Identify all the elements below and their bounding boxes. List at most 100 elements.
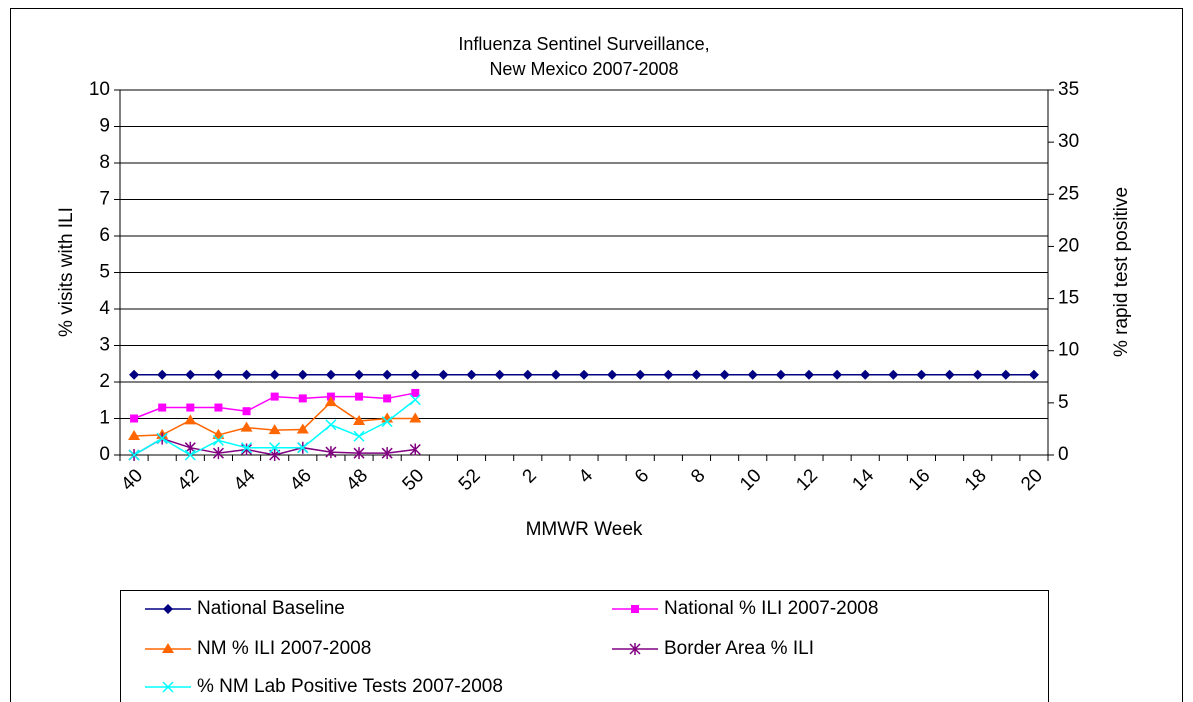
data-point [156, 432, 168, 444]
chart-border [10, 8, 1183, 702]
data-point [381, 416, 393, 428]
data-point [410, 369, 421, 380]
data-point [411, 388, 420, 397]
legend-marker [631, 605, 639, 613]
legend-label: Border Area % ILI [664, 638, 814, 659]
data-point [607, 369, 618, 380]
legend-marker [629, 643, 641, 655]
y2-tick-label: 5 [1058, 392, 1069, 413]
data-point [635, 369, 646, 380]
data-point [888, 369, 899, 380]
data-point [803, 369, 814, 380]
data-point [298, 394, 307, 403]
y2-tick-label: 35 [1058, 79, 1079, 100]
data-point [353, 447, 365, 460]
chart-title: Influenza Sentinel Surveillance, [458, 34, 709, 54]
data-point [355, 392, 364, 401]
data-point [128, 430, 141, 441]
data-point [550, 369, 561, 380]
data-point [296, 423, 309, 434]
data-point [157, 369, 168, 380]
data-point [1028, 369, 1039, 380]
legend-item: National % ILI 2007-2008 [612, 598, 878, 619]
y2-tick-label: 30 [1058, 131, 1079, 152]
y2-tick-label: 0 [1058, 444, 1069, 465]
legend-item: NM % ILI 2007-2008 [145, 638, 371, 659]
data-point [466, 369, 477, 380]
data-point [747, 369, 758, 380]
data-point [269, 442, 281, 454]
y-tick-label: 4 [99, 298, 110, 319]
data-point [353, 415, 366, 426]
y-tick-label: 3 [99, 335, 110, 356]
data-point [241, 442, 253, 454]
data-point [972, 369, 983, 380]
legend-label: National Baseline [197, 598, 345, 619]
data-point [353, 430, 365, 442]
data-point [241, 369, 252, 380]
data-point [1000, 369, 1011, 380]
data-point [832, 369, 843, 380]
data-point [324, 396, 337, 407]
data-point [775, 369, 786, 380]
data-point [185, 369, 196, 380]
data-point [128, 449, 140, 461]
data-point [944, 369, 955, 380]
data-point [269, 369, 280, 380]
y2-tick-label: 10 [1058, 340, 1079, 361]
data-point [184, 449, 196, 461]
data-point [663, 369, 674, 380]
legend-label: % NM Lab Positive Tests 2007-2008 [197, 676, 503, 697]
data-point [494, 369, 505, 380]
data-point [214, 403, 223, 412]
y-axis-title: % visits with ILI [56, 207, 77, 337]
y-tick-label: 0 [99, 444, 110, 465]
data-point [381, 447, 393, 460]
y2-tick-label: 25 [1058, 183, 1079, 204]
legend-label: National % ILI 2007-2008 [664, 598, 878, 619]
data-point [325, 369, 336, 380]
data-point [860, 369, 871, 380]
data-point [297, 442, 309, 454]
data-point [719, 369, 730, 380]
legend-item: National Baseline [145, 598, 345, 619]
chart-title: New Mexico 2007-2008 [489, 59, 678, 79]
data-point [213, 369, 224, 380]
data-point [130, 414, 139, 423]
data-point [438, 369, 449, 380]
plot-area [119, 89, 1049, 456]
data-point [522, 369, 533, 380]
data-point [297, 369, 308, 380]
data-point [212, 447, 224, 460]
data-point [129, 369, 140, 380]
y-tick-label: 6 [99, 225, 110, 246]
data-point [691, 369, 702, 380]
data-point [579, 369, 589, 380]
data-point [242, 407, 251, 416]
legend-marker [162, 681, 174, 693]
data-point [354, 369, 365, 380]
y-tick-label: 8 [99, 152, 110, 173]
y-tick-label: 2 [99, 371, 110, 392]
y2-tick-label: 15 [1058, 288, 1079, 309]
data-point [270, 392, 279, 401]
data-point [268, 424, 281, 435]
legend-item: Border Area % ILI [612, 638, 814, 659]
y-tick-label: 1 [99, 408, 110, 429]
data-point [184, 414, 197, 425]
y-tick-label: 5 [99, 262, 110, 283]
data-point [916, 369, 927, 380]
data-point [409, 443, 421, 456]
data-point [325, 446, 337, 459]
legend-label: NM % ILI 2007-2008 [197, 638, 371, 659]
y-tick-label: 7 [99, 189, 110, 210]
data-point [186, 403, 195, 412]
y-tick-label: 10 [89, 79, 110, 100]
legend-marker [163, 604, 173, 614]
x-axis-title: MMWR Week [526, 519, 643, 540]
data-point [382, 369, 393, 380]
data-point [325, 419, 337, 431]
y2-axis-title: % rapid test positive [1111, 187, 1132, 357]
